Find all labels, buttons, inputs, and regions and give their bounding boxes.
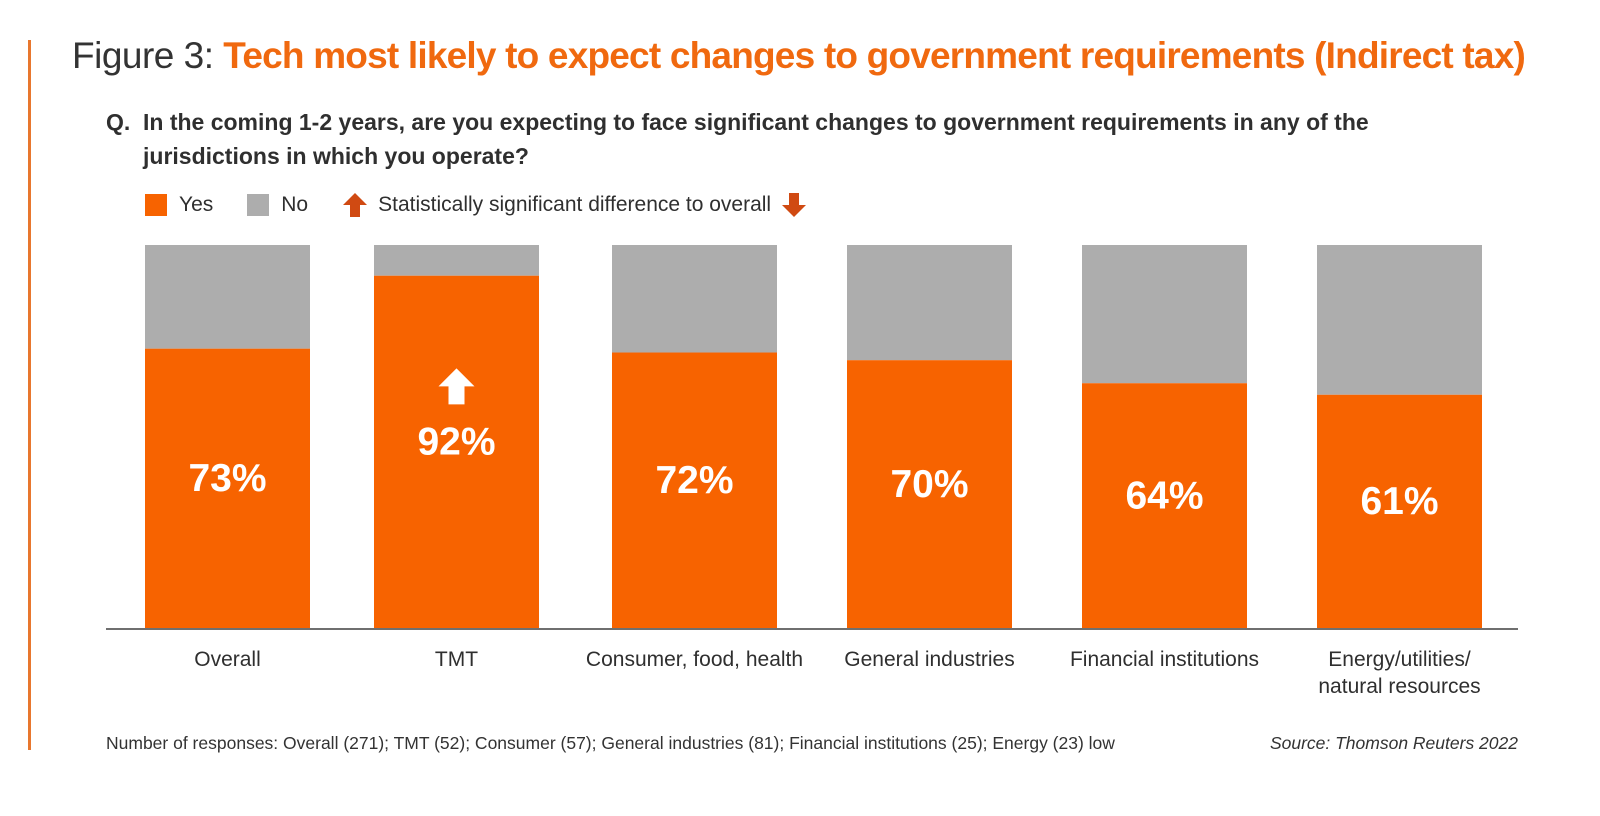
bar-segment-no xyxy=(1082,245,1247,384)
x-tick-label: Consumer, food, health xyxy=(565,646,825,673)
data-label: 70% xyxy=(890,463,968,506)
x-tick-label-line: Consumer, food, health xyxy=(585,648,804,671)
bar-segment-no xyxy=(374,245,539,276)
bar-segment-no xyxy=(145,245,310,349)
legend-item-significance: Statistically significant difference to … xyxy=(342,192,807,218)
bar-segment-yes xyxy=(374,275,539,629)
accent-rule xyxy=(28,40,31,750)
x-tick-label-line: Energy/utilities/ xyxy=(1328,648,1471,671)
arrow-up-icon xyxy=(343,193,368,217)
figure-prefix: Figure 3: xyxy=(72,35,214,76)
arrow-down-icon xyxy=(782,193,807,217)
bar-segment-no xyxy=(1317,245,1482,395)
x-tick-label-line: natural resources xyxy=(1318,675,1481,698)
responses-footnote: Number of responses: Overall (271); TMT … xyxy=(106,733,1115,753)
x-tick-label-line: TMT xyxy=(434,648,479,671)
question-label: Q. xyxy=(106,109,131,135)
significance-up-arrow-icon xyxy=(438,368,475,405)
data-label: 72% xyxy=(655,459,733,502)
x-tick-label-line: General industries xyxy=(844,648,1015,671)
legend-item-no: No xyxy=(247,193,308,217)
data-label: 92% xyxy=(417,421,495,464)
data-label: 61% xyxy=(1360,480,1438,523)
x-tick-label-line: Financial institutions xyxy=(1069,648,1260,671)
bar-segment-yes xyxy=(847,360,1012,629)
legend-swatch-no xyxy=(247,194,270,216)
figure-title: Tech most likely to expect changes to go… xyxy=(223,35,1526,76)
bar-segment-yes xyxy=(1082,383,1247,629)
legend-swatch-yes xyxy=(145,194,167,216)
legend-label-significance: Statistically significant difference to … xyxy=(378,193,772,216)
bar-segment-yes xyxy=(145,348,310,629)
survey-question: Q. In the coming 1-2 years, are you expe… xyxy=(106,105,1436,173)
question-text: In the coming 1-2 years, are you expecti… xyxy=(143,109,1369,169)
source-note: Source: Thomson Reuters 2022 xyxy=(1269,733,1518,753)
legend-label-yes: Yes xyxy=(179,193,214,216)
chart-title: Figure 3: Tech most likely to expect cha… xyxy=(72,32,1526,80)
bar-segment-yes xyxy=(612,352,777,629)
x-tick-label-line: Overall xyxy=(194,648,261,671)
x-tick-label: General industries xyxy=(800,646,1060,673)
x-tick-label: TMT xyxy=(327,646,587,673)
legend: Yes No Statistically significant differe… xyxy=(145,191,807,219)
bar-segment-no xyxy=(612,245,777,353)
legend-item-yes: Yes xyxy=(145,193,213,217)
x-tick-label: Financial institutions xyxy=(1035,646,1295,673)
x-tick-label: Energy/utilities/natural resources xyxy=(1270,646,1530,700)
legend-label-no: No xyxy=(281,193,309,216)
data-label: 64% xyxy=(1125,474,1203,517)
bar-segment-yes xyxy=(1317,394,1482,629)
data-label: 73% xyxy=(188,457,266,500)
bar-segment-no xyxy=(847,245,1012,361)
x-tick-label: Overall xyxy=(98,646,358,673)
